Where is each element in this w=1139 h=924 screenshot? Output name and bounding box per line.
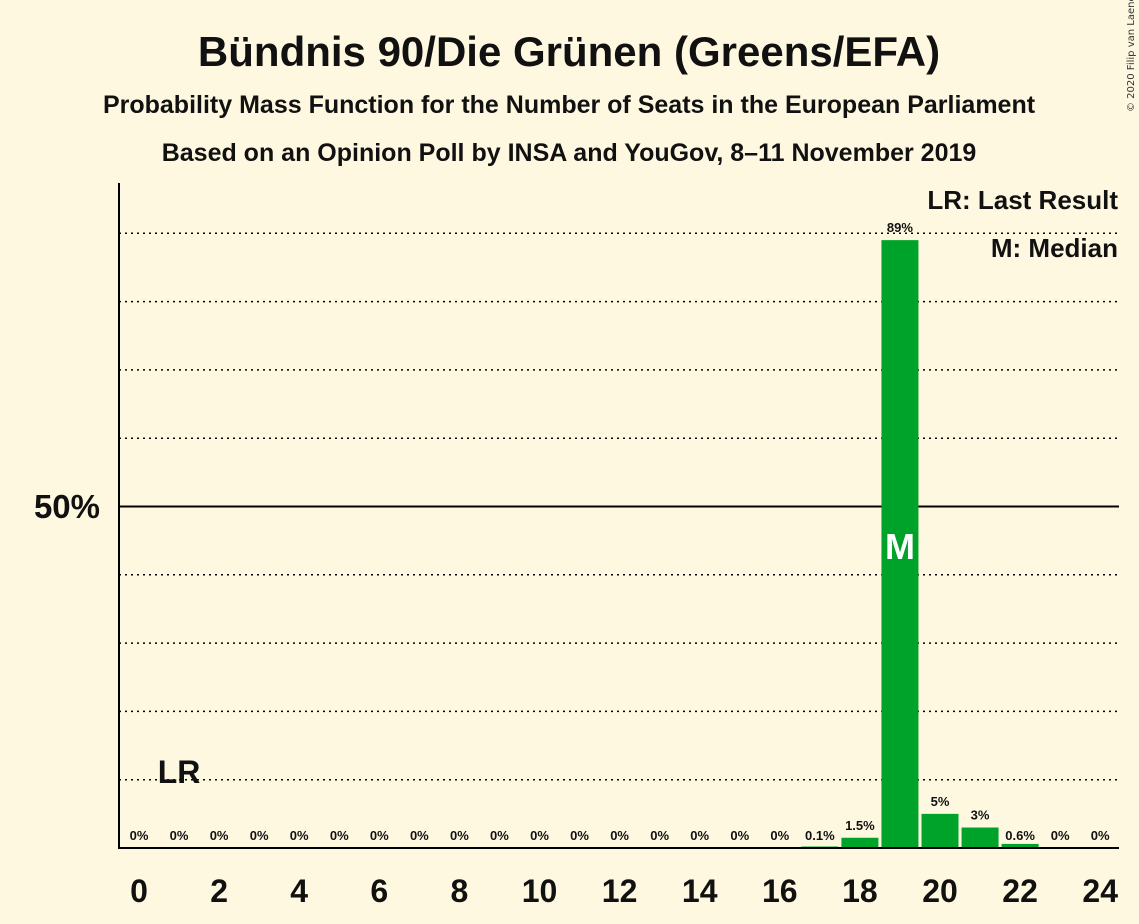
median-marker: M	[885, 526, 915, 567]
x-tick-0: 0	[130, 873, 148, 909]
bar-label-seat-10: 0%	[530, 828, 549, 843]
bar-label-seat-0: 0%	[130, 828, 149, 843]
bar-label-seat-6: 0%	[370, 828, 389, 843]
last-result-marker: LR	[158, 754, 201, 790]
bar-label-seat-16: 0%	[770, 828, 789, 843]
bar-label-seat-17: 0.1%	[805, 828, 835, 843]
x-tick-8: 8	[451, 873, 469, 909]
legend-last-result: LR: Last Result	[927, 185, 1118, 215]
x-tick-18: 18	[842, 873, 878, 909]
x-tick-12: 12	[602, 873, 638, 909]
bar-label-seat-5: 0%	[330, 828, 349, 843]
bars	[801, 240, 1039, 848]
bar-value-labels: 0% 0% 0% 0% 0% 0% 0% 0% 0% 0% 0% 0% 0% 0% 0% 0% 0% 0.1% 1.…	[130, 220, 1110, 843]
bar-label-seat-8: 0%	[450, 828, 469, 843]
bar-label-seat-15: 0%	[730, 828, 749, 843]
bar-label-seat-4: 0%	[290, 828, 309, 843]
x-tick-16: 16	[762, 873, 798, 909]
x-tick-10: 10	[522, 873, 558, 909]
bar-label-seat-11: 0%	[570, 828, 589, 843]
bar-label-seat-3: 0%	[250, 828, 269, 843]
bar-seat-19	[881, 240, 919, 848]
x-tick-2: 2	[210, 873, 228, 909]
x-tick-6: 6	[370, 873, 388, 909]
bar-label-seat-19: 89%	[887, 220, 913, 235]
x-tick-14: 14	[682, 873, 718, 909]
bar-label-seat-21: 3%	[971, 808, 990, 823]
bar-label-seat-20: 5%	[931, 794, 950, 809]
x-tick-4: 4	[290, 873, 308, 909]
bar-seat-18	[841, 837, 879, 848]
x-tick-20: 20	[922, 873, 958, 909]
gridlines	[119, 232, 1119, 781]
bar-label-seat-2: 0%	[210, 828, 229, 843]
bar-label-seat-9: 0%	[490, 828, 509, 843]
x-axis-tick-labels: 0 2 4 6 8 10 12 14 16 18 20 22 24	[130, 873, 1118, 909]
bar-label-seat-12: 0%	[610, 828, 629, 843]
bar-label-seat-13: 0%	[650, 828, 669, 843]
bar-label-seat-23: 0%	[1051, 828, 1070, 843]
chart-subtitle-1: Probability Mass Function for the Number…	[103, 91, 1036, 119]
bar-label-seat-22: 0.6%	[1005, 828, 1035, 843]
x-tick-24: 24	[1082, 873, 1118, 909]
legend-median: M: Median	[991, 233, 1118, 263]
x-tick-22: 22	[1002, 873, 1038, 909]
chart-subtitle-2: Based on an Opinion Poll by INSA and You…	[162, 139, 977, 167]
bar-seat-22	[1001, 843, 1039, 848]
bar-label-seat-14: 0%	[690, 828, 709, 843]
bar-label-seat-18: 1.5%	[845, 818, 875, 833]
bar-label-seat-7: 0%	[410, 828, 429, 843]
bar-seat-21	[961, 827, 999, 848]
bar-seat-20	[921, 813, 959, 848]
copyright-text: © 2020 Filip van Laenen	[1126, 0, 1137, 112]
bar-label-seat-1: 0%	[170, 828, 189, 843]
bar-label-seat-24: 0%	[1091, 828, 1110, 843]
chart-title: Bündnis 90/Die Grünen (Greens/EFA)	[198, 28, 940, 75]
y-label-50: 50%	[34, 488, 100, 525]
